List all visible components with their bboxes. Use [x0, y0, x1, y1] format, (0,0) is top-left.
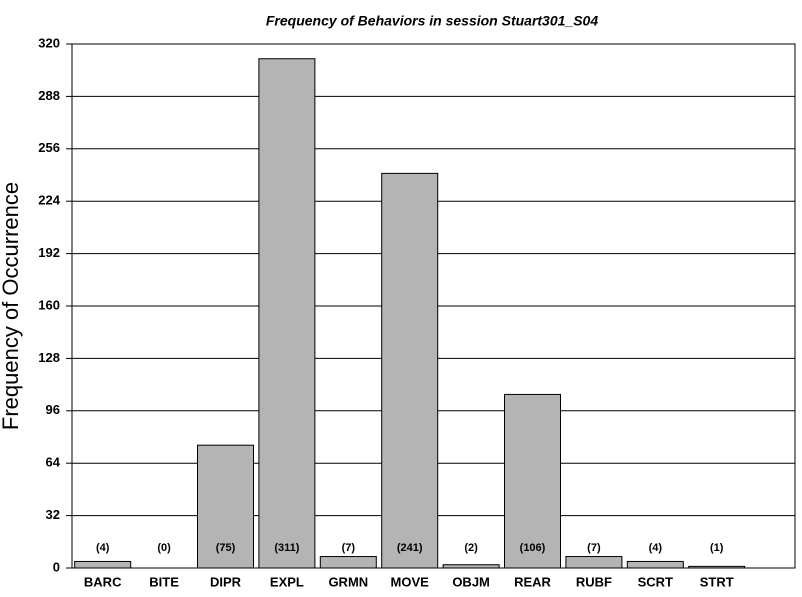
y-tick-label: 320: [38, 35, 60, 50]
bar: [504, 393, 561, 569]
y-tick-label: 0: [53, 559, 60, 574]
value-label: (106): [520, 542, 546, 554]
value-label: (4): [649, 542, 663, 554]
value-label: (75): [216, 542, 236, 554]
x-tick-label: DIPR: [210, 574, 242, 589]
value-label: (241): [397, 542, 423, 554]
y-tick-label: 160: [38, 297, 60, 312]
value-label: (0): [157, 542, 171, 554]
value-label: (7): [342, 542, 356, 554]
x-tick-label: GRMN: [328, 574, 368, 589]
x-tick-label: EXPL: [270, 574, 304, 589]
bar: [626, 560, 684, 569]
x-tick-label: REAR: [514, 574, 551, 589]
bar: [74, 560, 132, 569]
value-label: (7): [587, 542, 601, 554]
bar: [442, 564, 500, 569]
bar: [381, 172, 439, 569]
y-tick-label: 128: [38, 350, 60, 365]
x-tick-label: OBJM: [452, 574, 490, 589]
bar: [319, 556, 377, 569]
y-tick-label: 288: [38, 88, 60, 103]
chart-title: Frequency of Behaviors in session Stuart…: [266, 13, 598, 29]
value-label: (311): [274, 542, 299, 554]
x-tick-label: SCRT: [638, 574, 673, 589]
x-tick-label: STRT: [700, 574, 734, 589]
x-tick-label: BITE: [149, 574, 179, 589]
value-label: (2): [464, 542, 478, 554]
y-tick-label: 96: [46, 402, 60, 417]
value-label: (4): [96, 542, 110, 554]
y-tick-label: 64: [46, 455, 61, 470]
value-label: (1): [710, 542, 724, 554]
bar: [258, 58, 316, 569]
y-tick-label: 32: [46, 507, 60, 522]
y-axis-label: Frequency of Occurrence: [0, 182, 23, 430]
bar: [197, 444, 254, 569]
y-tick-label: 256: [38, 140, 60, 155]
x-tick-label: MOVE: [391, 574, 430, 589]
bar: [565, 556, 623, 569]
y-tick-label: 224: [38, 193, 60, 208]
bar: [688, 565, 746, 569]
x-tick-label: RUBF: [576, 574, 612, 589]
x-tick-label: BARC: [84, 574, 122, 589]
y-tick-label: 192: [38, 245, 60, 260]
